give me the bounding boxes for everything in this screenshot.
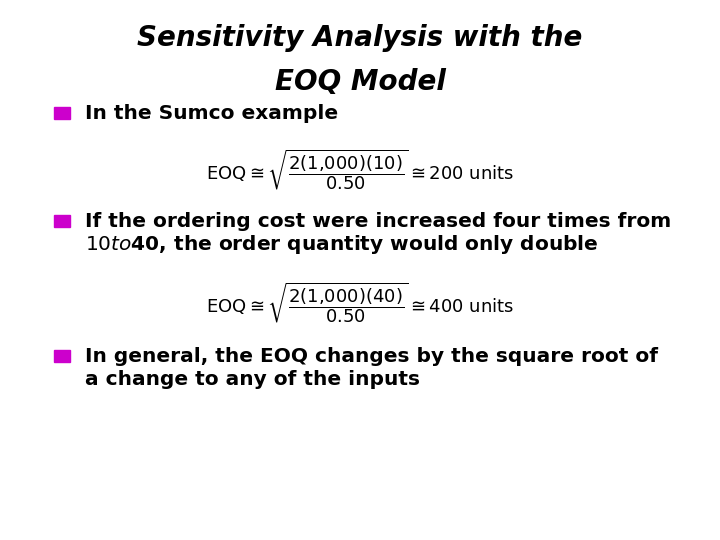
Bar xyxy=(54,107,70,119)
Text: EOQ Model: EOQ Model xyxy=(274,68,446,96)
Text: $10 to $40, the order quantity would only double: $10 to $40, the order quantity would onl… xyxy=(85,233,598,255)
Bar xyxy=(54,215,70,227)
Text: In the Sumco example: In the Sumco example xyxy=(85,104,338,123)
Bar xyxy=(54,350,70,362)
Text: If the ordering cost were increased four times from: If the ordering cost were increased four… xyxy=(85,212,671,231)
Text: Sensitivity Analysis with the: Sensitivity Analysis with the xyxy=(138,24,582,52)
Text: $\mathrm{EOQ} \cong \sqrt{\dfrac{2(1{,}000)(40)}{0.50}} \cong 400 \text{ units}$: $\mathrm{EOQ} \cong \sqrt{\dfrac{2(1{,}0… xyxy=(206,280,514,325)
Text: a change to any of the inputs: a change to any of the inputs xyxy=(85,369,420,389)
Text: $\mathrm{EOQ} \cong \sqrt{\dfrac{2(1{,}000)(10)}{0.50}} \cong 200 \text{ units}$: $\mathrm{EOQ} \cong \sqrt{\dfrac{2(1{,}0… xyxy=(206,148,514,192)
Text: In general, the EOQ changes by the square root of: In general, the EOQ changes by the squar… xyxy=(85,347,658,366)
